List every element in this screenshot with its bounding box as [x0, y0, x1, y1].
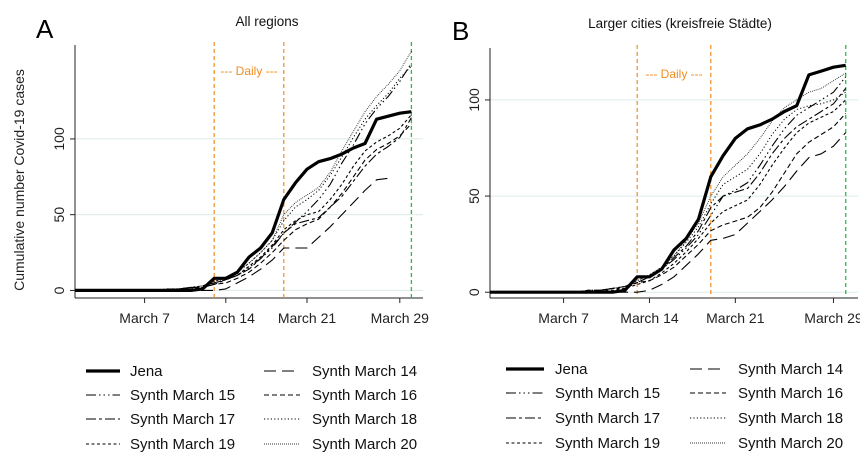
series-line-synth-march-15 — [75, 62, 412, 291]
legend-label-synth-march-16: Synth March 16 — [312, 387, 417, 404]
series-line-synth-march-18 — [490, 91, 846, 293]
y-tick-label: 50 — [466, 188, 482, 204]
legend-label-synth-march-19: Synth March 19 — [555, 435, 660, 452]
series-line-synth-march-20 — [490, 72, 846, 293]
panel-title: Larger cities (kreisfreie Städte) — [588, 16, 772, 31]
panel-letter: B — [452, 16, 469, 46]
legend-label-jena: Jena — [555, 361, 588, 378]
series-line-jena — [490, 63, 846, 294]
y-tick-label: 0 — [51, 286, 67, 294]
panel-letter: A — [36, 14, 54, 44]
x-tick-label: March 21 — [706, 310, 765, 326]
panel-a: A All regions 0 50 100 March 7 March 14 March 2… — [36, 14, 429, 453]
legend-label-synth-march-18: Synth March 18 — [312, 411, 417, 428]
legend-label-synth-march-14: Synth March 14 — [312, 363, 417, 380]
legend-label-synth-march-16: Synth March 16 — [738, 385, 843, 402]
y-tick-label: 100 — [51, 127, 67, 151]
x-tick-label: March 21 — [278, 310, 337, 326]
legend: Jena Synth March 14 Synth March 15 Synth Ma… — [86, 363, 417, 453]
legend-label-synth-march-20: Synth March 20 — [312, 436, 417, 453]
legend-label-synth-march-14: Synth March 14 — [738, 361, 843, 378]
legend-label-synth-march-15: Synth March 15 — [130, 387, 235, 404]
y-tick-label: 50 — [51, 207, 67, 223]
y-tick-label: 100 — [466, 88, 482, 112]
x-tick-label: March 14 — [620, 310, 679, 326]
daily-window-label: --- Daily --- — [645, 67, 702, 81]
legend-label-synth-march-17: Synth March 17 — [130, 411, 235, 428]
legend-label-synth-march-15: Synth March 15 — [555, 385, 660, 402]
panel-b: B Larger cities (kreisfreie Städte) 0 50 100… — [452, 16, 860, 452]
x-tick-label: March 7 — [119, 310, 170, 326]
series-line-synth-march-18 — [75, 65, 412, 291]
x-tick-label: March 29 — [371, 310, 430, 326]
y-tick-label: 0 — [466, 288, 482, 296]
legend: Jena Synth March 14 Synth March 15 Synth Ma… — [506, 361, 843, 452]
series-line-synth-march-16 — [490, 113, 847, 293]
legend-label-synth-march-19: Synth March 19 — [130, 436, 235, 453]
series-line-synth-march-17 — [75, 117, 412, 291]
legend-label-jena: Jena — [130, 363, 163, 380]
series-line-synth-march-19 — [490, 99, 847, 293]
legend-label-synth-march-20: Synth March 20 — [738, 435, 843, 452]
x-tick-label: March 29 — [804, 310, 860, 326]
x-tick-label: March 14 — [197, 310, 256, 326]
daily-window-label: --- Daily --- — [220, 64, 277, 78]
panel-title: All regions — [235, 14, 298, 29]
series-line-jena — [75, 110, 412, 292]
y-axis-label: Cumulative number Covid-19 cases — [11, 69, 27, 291]
legend-label-synth-march-18: Synth March 18 — [738, 410, 843, 427]
x-tick-label: March 7 — [538, 310, 589, 326]
legend-label-synth-march-17: Synth March 17 — [555, 410, 660, 427]
